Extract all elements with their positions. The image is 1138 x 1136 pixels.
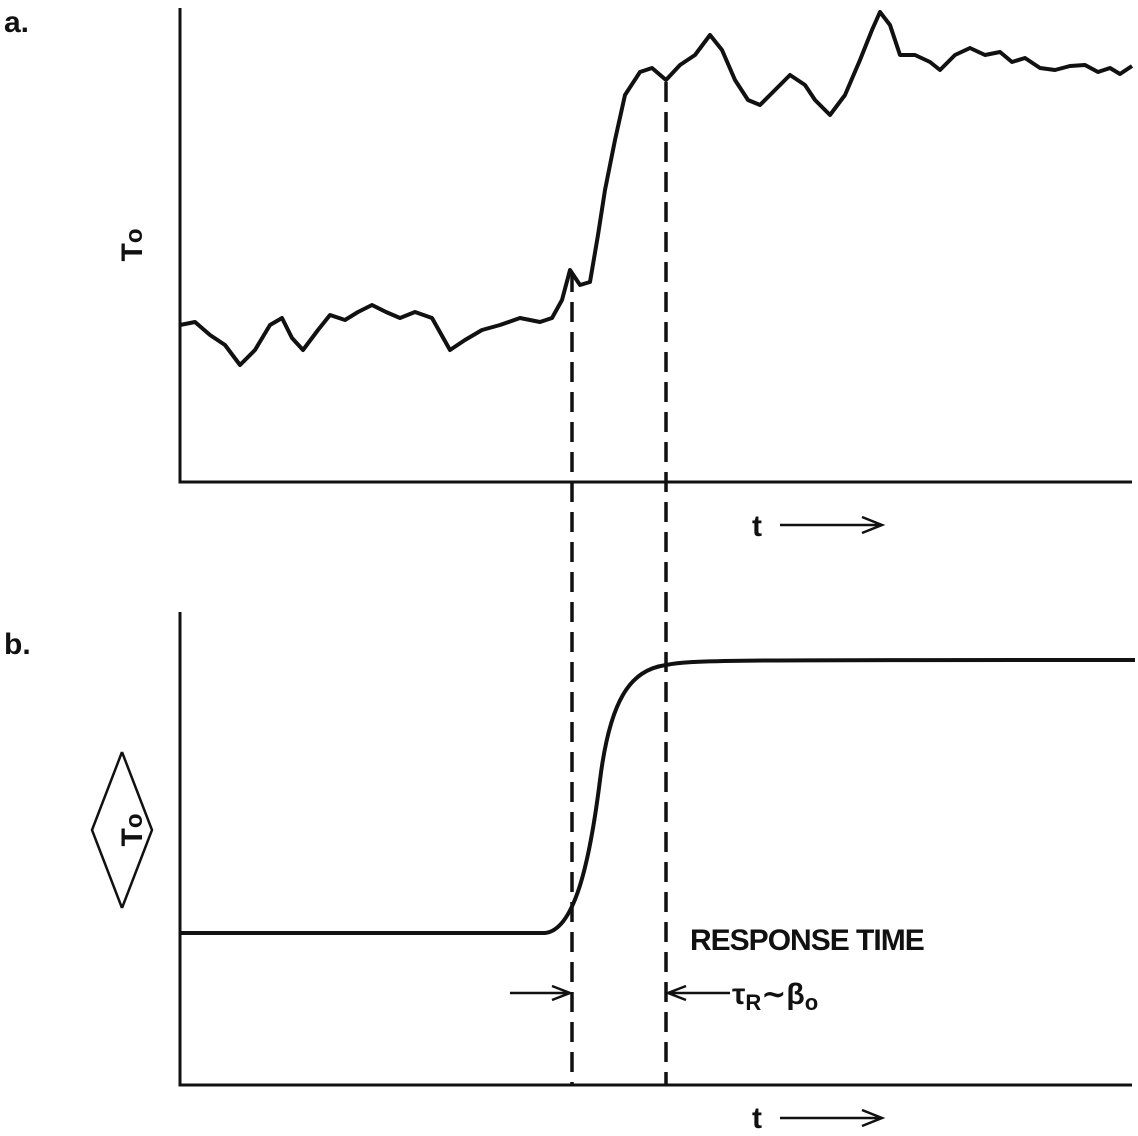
panel-label: a. (4, 6, 29, 39)
x-axis-label: t (752, 510, 762, 543)
relation: ∼β (761, 978, 804, 1011)
y-axis-label-main: T (116, 243, 149, 261)
axes (178, 612, 1132, 1087)
axes (178, 8, 1132, 484)
y-axis-label-sub: o (121, 229, 148, 244)
y-axis-label: To (116, 229, 149, 262)
y-axis-label-sub: o (121, 814, 148, 829)
noisy-signal (179, 10, 1134, 367)
bracket-right (120, 751, 154, 909)
beta-sub: o (805, 990, 818, 1015)
tau: τ (732, 978, 745, 1011)
y-axis-label-main: T (116, 828, 149, 846)
mean-response (180, 658, 1136, 935)
panel-label: b. (4, 628, 31, 661)
annotation-title: RESPONSE TIME (690, 924, 924, 957)
arrow-right (510, 984, 574, 1002)
x-arrow (780, 1108, 886, 1128)
x-arrow (780, 515, 886, 535)
tau-sub: R (745, 990, 761, 1015)
x-axis-label: t (752, 1102, 762, 1135)
bracket-left (90, 751, 124, 909)
annotation-relation: τR∼βo (732, 978, 818, 1015)
arrow-left (664, 984, 730, 1002)
y-axis-label: To (116, 814, 149, 847)
